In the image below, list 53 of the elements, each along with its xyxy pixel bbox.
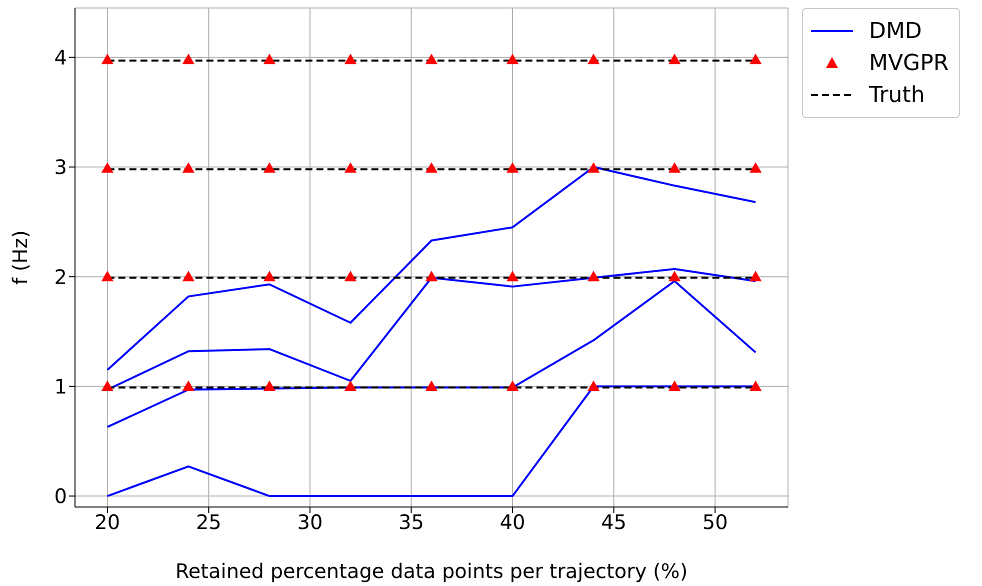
x-tick-label: 50 — [702, 510, 728, 534]
point — [344, 162, 357, 173]
point — [263, 270, 276, 282]
point — [425, 162, 438, 173]
legend-label: Truth — [869, 82, 925, 108]
point — [263, 162, 276, 173]
x-tick-label: 20 — [94, 510, 120, 534]
y-tick-label: 2 — [54, 264, 67, 289]
point — [668, 380, 681, 391]
point — [101, 270, 114, 282]
y-axis-title: f (Hz) — [8, 230, 32, 285]
point — [182, 270, 195, 282]
point — [263, 54, 276, 64]
point — [425, 54, 438, 64]
point — [263, 380, 276, 391]
point — [101, 54, 114, 64]
point — [425, 270, 438, 282]
point — [182, 54, 195, 64]
point — [506, 380, 519, 391]
point — [101, 380, 114, 391]
y-tick-label: 3 — [54, 155, 67, 180]
point — [587, 54, 600, 64]
x-axis-title: Retained percentage data points per trajectory (%) — [175, 559, 688, 583]
point — [506, 270, 519, 282]
x-tick-label: 25 — [196, 510, 222, 534]
y-tick-label: 4 — [54, 45, 67, 70]
point — [101, 162, 114, 173]
point — [425, 380, 438, 391]
point — [750, 270, 762, 282]
x-tick-label: 40 — [500, 510, 526, 534]
point — [750, 54, 762, 64]
point — [668, 162, 681, 173]
point — [587, 380, 600, 391]
x-tick-label: 35 — [398, 510, 424, 534]
legend-label: DMD — [869, 18, 922, 44]
point — [668, 270, 681, 282]
point — [750, 380, 762, 391]
y-tick-label: 0 — [54, 484, 67, 508]
point — [344, 54, 357, 64]
legend-label: MVGPR — [869, 50, 949, 76]
x-tick-label: 45 — [601, 510, 627, 534]
point — [587, 270, 600, 282]
point — [750, 162, 762, 173]
point — [668, 54, 681, 64]
x-tick-label: 30 — [297, 510, 323, 534]
point — [344, 270, 357, 282]
point — [587, 162, 600, 173]
point — [182, 380, 195, 391]
y-tick-label: 1 — [54, 374, 67, 398]
point — [344, 380, 357, 391]
point — [506, 54, 519, 64]
point — [182, 162, 195, 173]
point — [506, 162, 519, 173]
